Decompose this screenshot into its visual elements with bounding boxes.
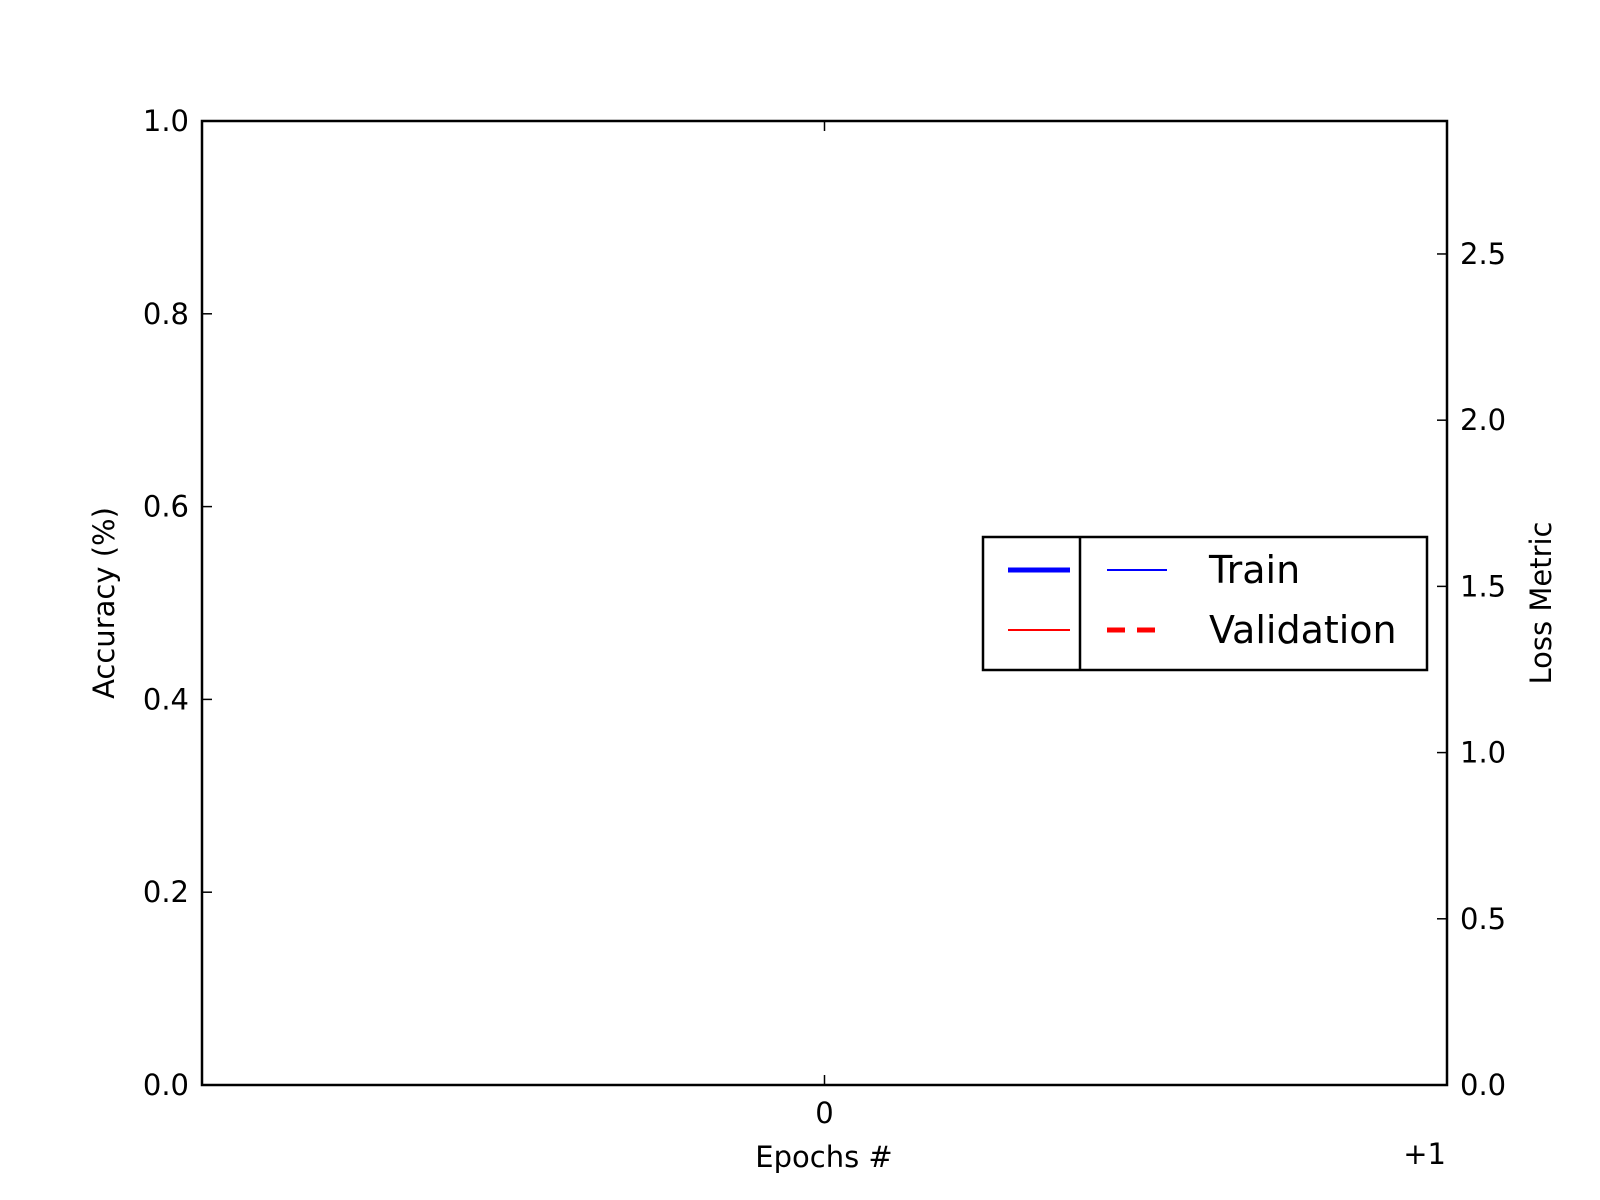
y-axis-label: Accuracy (%) (87, 507, 121, 699)
y-axis-ticks: 0.0 0.2 0.4 0.6 0.8 1.0 (143, 104, 212, 1102)
y2-tick-label: 1.0 (1460, 736, 1506, 770)
x-axis-label: Epochs # (755, 1140, 892, 1174)
y2-tick-label: 0.0 (1460, 1068, 1506, 1102)
legend-label: Validation (1209, 608, 1397, 652)
y-tick-label: 0.8 (143, 297, 189, 331)
y2-tick-label: 2.0 (1460, 403, 1506, 437)
y2-axis-ticks: 0.0 0.5 1.0 1.5 2.0 2.5 (1437, 237, 1506, 1102)
y-tick-label: 0.2 (143, 875, 189, 909)
legend-label: Train (1208, 548, 1300, 592)
y-tick-label: 1.0 (143, 104, 189, 138)
y-tick-label: 0.4 (143, 682, 189, 716)
y2-tick-label: 1.5 (1460, 569, 1506, 603)
x-tick-label: 0 (815, 1096, 833, 1130)
legend-frame (981, 535, 1429, 672)
legend: Train Validation (981, 535, 1429, 672)
x-offset-label: +1 (1403, 1137, 1446, 1171)
y-tick-label: 0.6 (143, 490, 189, 524)
y2-tick-label: 2.5 (1460, 237, 1506, 271)
y2-tick-label: 0.5 (1460, 902, 1506, 936)
x-axis-ticks: 0 (815, 121, 834, 1130)
y-tick-label: 0.0 (143, 1068, 189, 1102)
y2-axis-label: Loss Metric (1524, 522, 1558, 685)
